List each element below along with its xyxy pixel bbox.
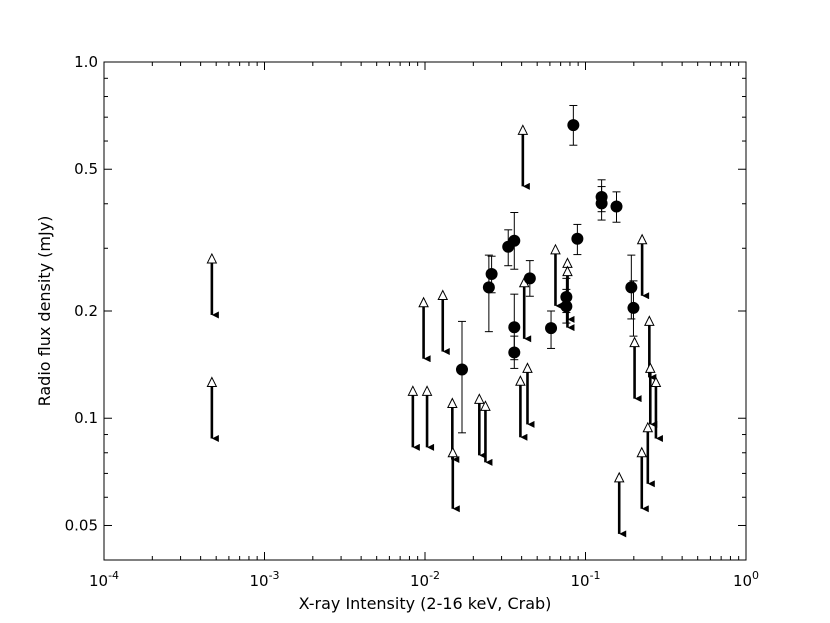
upper-limit-triangle [562,265,573,277]
upper-limit-triangle [437,289,449,301]
y-axis-label: Radio flux density (mJy) [35,216,54,407]
detection-marker [508,346,521,359]
detection-marker [508,321,521,334]
upper-limit-point [474,393,487,459]
upper-limit-point [636,446,649,513]
x-tick-label: 10-3 [249,569,279,590]
upper-limit-point [437,289,450,356]
detection-marker [625,281,638,294]
detection-marker [627,301,640,314]
detection-point [508,212,521,270]
x-axis-label: X-ray Intensity (2-16 keV, Crab) [299,594,552,613]
upper-limit-triangle [421,385,433,396]
upper-limit-point [418,296,431,363]
y-tick-label: 0.5 [74,160,98,178]
upper-limit-triangle [642,421,654,433]
detection-marker [485,268,498,281]
upper-limit-point [206,376,219,442]
upper-limit-triangle [447,397,458,408]
detection-point [595,186,608,221]
upper-limit-point [517,124,530,190]
x-axis: 10-4 10-3 10-2 10-1 100 [89,62,759,590]
x-tick-label: 10-4 [89,569,119,590]
chart-marks [206,104,663,538]
plot-area [104,62,746,560]
upper-limit-point [522,362,535,428]
detection-marker [482,281,495,294]
detection-marker [571,232,584,245]
upper-limit-point [636,233,650,300]
upper-limit-triangle [517,124,529,135]
upper-limit-point [550,243,563,310]
x-tick-label: 100 [733,569,759,590]
upper-limit-triangle [474,393,485,404]
upper-limit-triangle [644,362,656,373]
upper-limit-triangle [480,400,491,411]
upper-limit-point [515,375,528,441]
y-axis: 0.05 0.1 0.2 0.5 1.0 [65,53,746,561]
y-tick-label: 0.05 [65,516,98,534]
detection-point [610,191,623,223]
upper-limit-triangle [629,336,640,348]
upper-limit-point [642,421,655,488]
upper-limit-triangle [206,376,218,387]
detection-marker [567,119,580,132]
detection-marker [508,234,521,247]
upper-limit-point [206,252,219,319]
detection-point [485,255,498,294]
detection-point [627,280,640,337]
detection-point [455,320,468,434]
upper-limit-triangle [407,385,419,396]
detection-marker [455,363,468,376]
detection-marker [560,300,573,313]
x-tick-label: 10-2 [410,569,440,590]
upper-limit-triangle [644,315,655,326]
upper-limit-point [447,446,460,513]
upper-limit-triangle [650,376,662,387]
detection-point [545,310,558,349]
upper-limit-triangle [550,243,561,255]
upper-limit-point [480,400,493,466]
upper-limit-triangle [522,362,533,373]
y-tick-label: 0.1 [74,409,98,427]
x-tick-label: 10-1 [570,569,600,590]
upper-limit-point [407,385,420,451]
upper-limit-point [629,336,642,403]
detection-point [567,104,580,146]
upper-limit-triangle [206,252,218,264]
upper-limit-point [421,385,435,451]
y-tick-label: 1.0 [74,53,98,71]
detection-point [560,288,573,324]
upper-limit-triangle [636,233,648,245]
upper-limit-triangle [418,296,429,308]
upper-limit-triangle [636,446,648,458]
detection-point [508,335,521,369]
upper-limit-point [613,471,627,538]
upper-limit-triangle [515,375,526,386]
detection-marker [610,200,623,213]
detection-marker [545,322,558,335]
upper-limit-triangle [447,446,459,458]
upper-limit-triangle [613,471,625,483]
detection-marker [595,197,608,210]
y-tick-label: 0.2 [74,302,98,320]
upper-limit-point [650,376,663,442]
detection-marker [523,272,536,285]
detection-point [523,260,536,297]
detection-point [571,223,584,256]
upper-limit-point [644,362,658,428]
